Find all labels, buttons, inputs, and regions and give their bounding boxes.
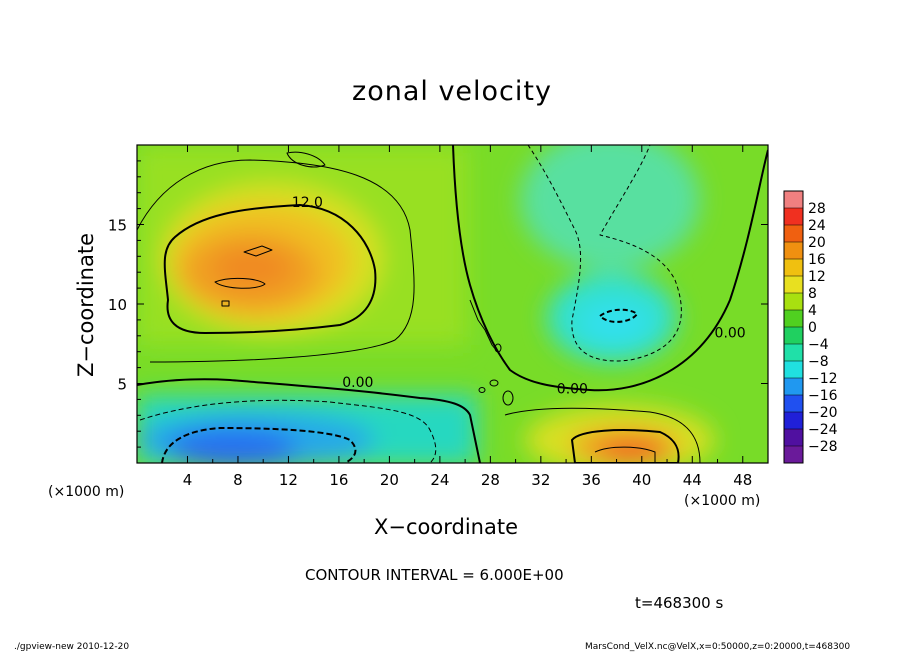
contour-labels: 12.0 0.00 0.00 0.00 <box>292 195 746 397</box>
colorbar-swatch <box>784 361 803 379</box>
contour-18-top <box>286 151 326 168</box>
contour-6-lowright <box>504 407 701 463</box>
colorbar-swatch <box>784 412 803 430</box>
x-tick-label: 4 <box>183 471 193 489</box>
x-tick-label: 36 <box>582 471 601 489</box>
colorbar-label: 12 <box>808 269 826 285</box>
contour-closed-2 <box>478 387 486 393</box>
contour-18-lowright <box>594 446 656 463</box>
colorbar-label: 28 <box>808 201 826 217</box>
y-tick-label: 15 <box>108 217 127 235</box>
contour-closed-3 <box>502 390 514 406</box>
colorbar-label: −28 <box>808 439 838 455</box>
x-tick-label: 8 <box>233 471 243 489</box>
colorbar-swatch <box>784 242 803 260</box>
time-label: t=468300 s <box>635 594 724 612</box>
contour-neg12 <box>161 427 357 463</box>
y-tick-label: 10 <box>108 296 127 314</box>
colorbar-label: 0 <box>808 320 817 336</box>
colorbar-label: 4 <box>808 303 817 319</box>
colorbar-swatch <box>784 191 803 209</box>
contour-18a <box>243 245 273 257</box>
colorbar-label: 16 <box>808 252 826 268</box>
colorbar-label: −12 <box>808 371 838 387</box>
colorbar-swatch <box>784 429 803 447</box>
colorbar-label: −24 <box>808 422 838 438</box>
x-axis: 4 8 12 16 20 24 28 32 36 40 44 48 <box>161 145 752 489</box>
y-axis-label: Z−coordinate <box>74 233 98 377</box>
colorbar-label: 24 <box>808 218 826 234</box>
colorbar-swatch <box>784 276 803 294</box>
contour-neg6 <box>139 399 437 463</box>
contour-12 <box>163 204 377 334</box>
contour-closed-4 <box>494 343 502 353</box>
contour-label: 0.00 <box>557 381 588 397</box>
colorbar-label: −8 <box>808 354 829 370</box>
contour-neg6-upper <box>527 145 682 362</box>
colorbar-label: 8 <box>808 286 817 302</box>
x-tick-label: 48 <box>733 471 752 489</box>
colorbar-swatch <box>784 259 803 277</box>
x-tick-label: 40 <box>632 471 651 489</box>
x-tick-label: 16 <box>329 471 348 489</box>
footer-right: MarsCond_VelX.nc@VelX,x=0:50000,z=0:2000… <box>585 642 851 652</box>
colorbar-swatch <box>784 446 803 464</box>
contour-label: 0.00 <box>342 375 373 391</box>
y-axis: 5 10 15 <box>108 160 768 448</box>
colorbar-swatch <box>784 327 803 345</box>
x-unit-left: (×1000 m) <box>48 484 125 500</box>
footer-left: ./gpview-new 2010-12-20 <box>14 642 130 652</box>
x-tick-label: 44 <box>683 471 702 489</box>
x-tick-label: 24 <box>430 471 449 489</box>
y-tick-label: 5 <box>117 376 127 394</box>
colorbar-label: −16 <box>808 388 838 404</box>
colorbar-swatch <box>784 344 803 362</box>
contour-0-mid <box>452 145 768 392</box>
x-tick-label: 28 <box>481 471 500 489</box>
x-tick-label: 12 <box>279 471 298 489</box>
colorbar-swatch <box>784 208 803 226</box>
contour-6-upper <box>137 159 415 363</box>
colorbar-label: 20 <box>808 235 826 251</box>
contour-label: 12.0 <box>292 195 323 211</box>
colorbar-label: −20 <box>808 405 838 421</box>
colorbar-label: −4 <box>808 337 829 353</box>
colorbar-swatch <box>784 395 803 413</box>
contour-18c <box>221 300 230 307</box>
chart-title: zonal velocity <box>352 76 552 107</box>
x-unit-right: (×1000 m) <box>684 493 761 509</box>
contour-12-lowright <box>571 429 680 463</box>
x-axis-label: X−coordinate <box>374 515 518 539</box>
contour-closed-1 <box>489 379 499 387</box>
contour-18b <box>214 277 266 289</box>
colorbar-swatch <box>784 293 803 311</box>
x-tick-label: 20 <box>380 471 399 489</box>
contour-squiggle <box>469 299 506 363</box>
colorbar-swatch <box>784 378 803 396</box>
x-tick-label: 32 <box>531 471 550 489</box>
contour-0-low <box>137 378 481 463</box>
contour-label: 0.00 <box>715 326 746 342</box>
contour-interval-text: CONTOUR INTERVAL = 6.000E+00 <box>305 566 564 584</box>
heatmap-field: 12.0 0.00 0.00 0.00 <box>137 145 768 463</box>
contour-neg12-upper <box>599 308 638 323</box>
colorbar-swatch <box>784 225 803 243</box>
colorbar-swatch <box>784 310 803 328</box>
